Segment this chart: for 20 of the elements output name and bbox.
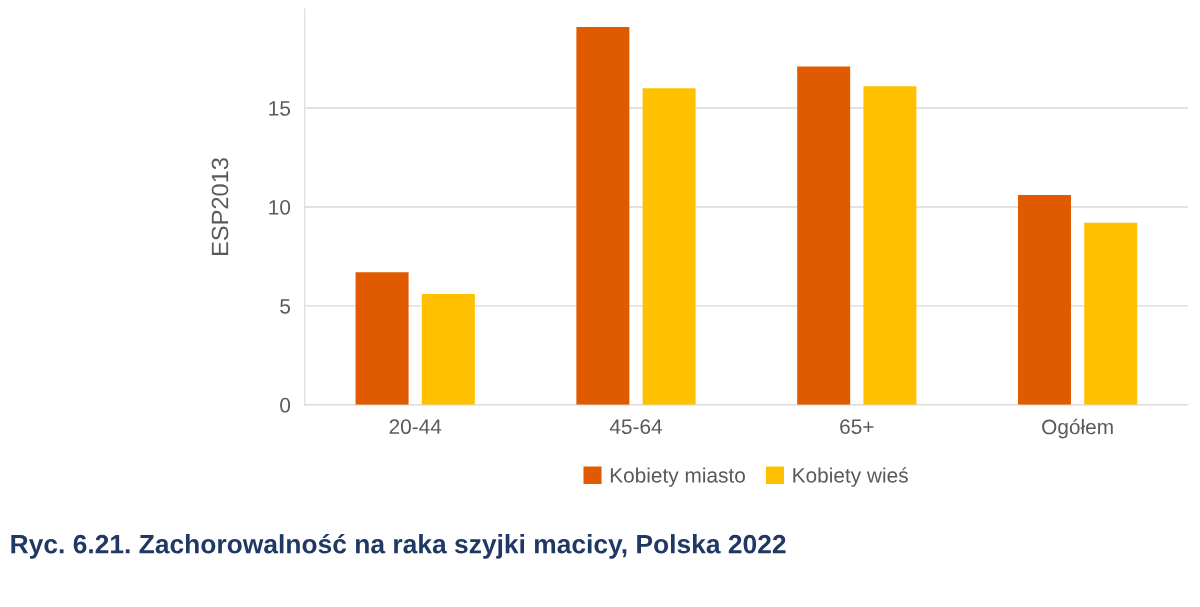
x-tick-label: Ogółem bbox=[1042, 418, 1113, 439]
x-tick-label: 20-44 bbox=[389, 419, 442, 435]
y-tick-label: 15 bbox=[269, 101, 291, 116]
bar bbox=[797, 66, 851, 405]
y-tick-label: 10 bbox=[269, 199, 291, 215]
bar bbox=[576, 26, 630, 405]
text: Ryc. 6.21. Zachorowalność na raka szyjki macicy, Polska 2022 bbox=[11, 533, 786, 559]
bar bbox=[642, 88, 696, 405]
bar bbox=[355, 272, 409, 405]
y-tick-label: 0 bbox=[280, 397, 291, 413]
legend-label: Kobiety wieś bbox=[793, 467, 908, 487]
bar bbox=[421, 294, 475, 405]
x-tick-label: 45-64 bbox=[609, 419, 663, 435]
bar bbox=[1017, 195, 1071, 405]
y-axis-title: ESP2013 bbox=[211, 158, 229, 255]
legend-label: Kobiety miasto bbox=[610, 467, 745, 487]
y-tick-label: 5 bbox=[280, 299, 291, 314]
bar bbox=[863, 86, 917, 405]
x-tick-label: 65+ bbox=[840, 419, 874, 435]
bar bbox=[1084, 222, 1138, 405]
